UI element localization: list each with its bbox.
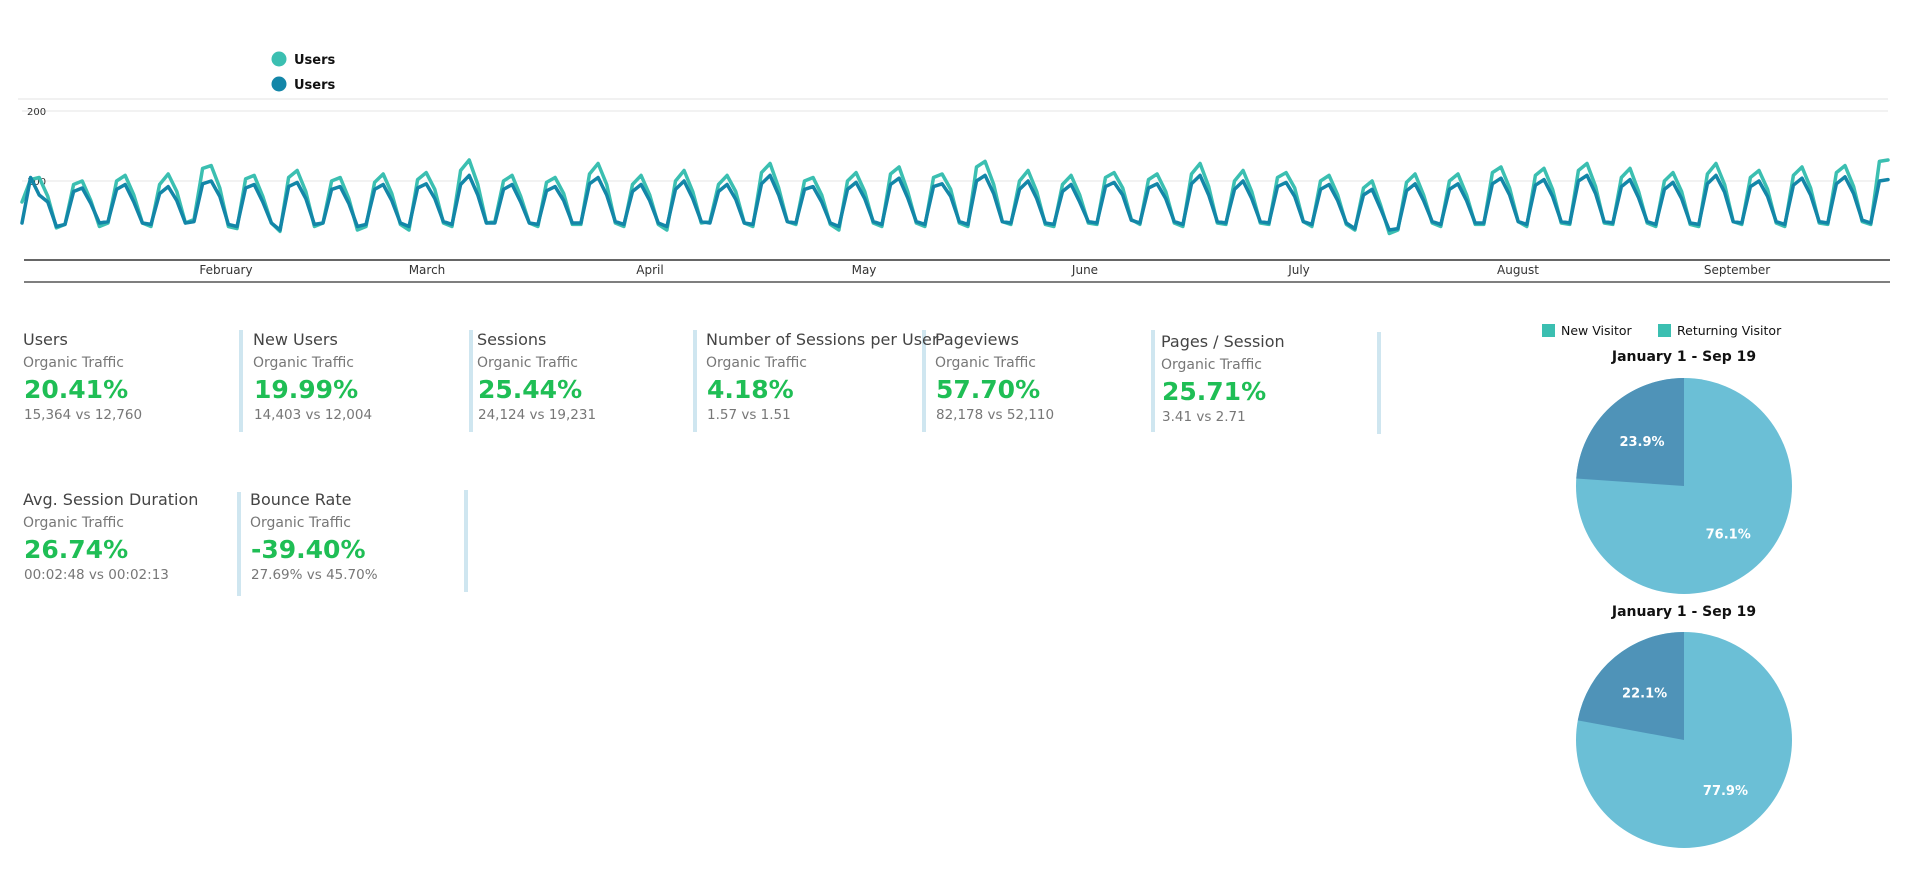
kpi-value: 4.18% xyxy=(707,375,794,404)
kpi-compare: 27.69% vs 45.70% xyxy=(251,567,378,583)
kpi-subtitle: Organic Traffic xyxy=(250,515,351,531)
pie-legend-item-returning-visitor[interactable]: Returning Visitor xyxy=(1658,323,1782,338)
kpi-sessions: Sessions Organic Traffic 25.44% 24,124 v… xyxy=(477,330,697,432)
kpi-title: Bounce Rate xyxy=(250,490,352,509)
kpi-users: Users Organic Traffic 20.41% 15,364 vs 1… xyxy=(23,330,243,432)
kpi-value: 20.41% xyxy=(24,375,129,404)
pie-2-title: January 1 - Sep 19 xyxy=(1611,604,1756,620)
kpi-divider xyxy=(237,492,241,596)
legend-label-users-previous: Users xyxy=(294,78,336,93)
kpi-title: Users xyxy=(23,330,68,349)
kpi-subtitle: Organic Traffic xyxy=(23,355,124,371)
legend-label-users-current: Users xyxy=(294,53,336,68)
kpi-subtitle: Organic Traffic xyxy=(23,515,124,531)
kpi-value: -39.40% xyxy=(251,535,366,564)
kpi-title: Pages / Session xyxy=(1161,332,1285,351)
legend-swatch-users-previous xyxy=(271,76,287,92)
kpi-bounce-rate: Bounce Rate Organic Traffic -39.40% 27.6… xyxy=(250,490,468,592)
y-tick-label: 100 xyxy=(27,177,46,188)
kpi-value: 57.70% xyxy=(936,375,1041,404)
line-series xyxy=(20,158,1890,236)
kpi-title: Sessions xyxy=(477,330,547,349)
line-chart-legend: Users Users xyxy=(271,51,336,94)
pie-chart-2: 77.9% 22.1% xyxy=(1576,632,1792,848)
kpi-value: 25.44% xyxy=(478,375,583,404)
pie-legend-label-new-visitor: New Visitor xyxy=(1561,323,1633,338)
pie-label-new-visitor: 77.9% xyxy=(1703,784,1748,799)
x-tick-label: July xyxy=(1287,263,1310,277)
kpi-sessions-per-user: Number of Sessions per User Organic Traf… xyxy=(706,330,939,432)
y-tick-labels: 200 100 xyxy=(27,107,46,188)
x-tick-label: June xyxy=(1071,263,1098,277)
kpi-compare: 14,403 vs 12,004 xyxy=(254,407,373,423)
pie-legend-item-new-visitor[interactable]: New Visitor xyxy=(1542,323,1633,338)
kpi-title: Pageviews xyxy=(935,330,1019,349)
kpi-compare: 15,364 vs 12,760 xyxy=(24,407,143,423)
kpi-value: 19.99% xyxy=(254,375,359,404)
kpi-title: Number of Sessions per User xyxy=(706,330,939,349)
kpi-subtitle: Organic Traffic xyxy=(477,355,578,371)
y-gridlines xyxy=(22,110,1888,182)
pie-legend-swatch-new-visitor xyxy=(1542,324,1555,337)
legend-swatch-users-current xyxy=(271,51,287,67)
kpi-subtitle: Organic Traffic xyxy=(1161,357,1262,373)
kpi-compare: 1.57 vs 1.51 xyxy=(707,407,791,423)
kpi-value: 25.71% xyxy=(1162,377,1267,406)
kpi-compare: 00:02:48 vs 00:02:13 xyxy=(24,567,169,583)
x-tick-label: February xyxy=(199,263,252,277)
kpi-subtitle: Organic Traffic xyxy=(706,355,807,371)
pie-label-returning-visitor: 23.9% xyxy=(1619,435,1664,450)
x-tick-label: September xyxy=(1704,263,1770,277)
legend-item-users-previous[interactable]: Users xyxy=(271,76,336,94)
x-tick-labels: February March April May June July August Septe… xyxy=(199,263,1770,277)
users-line-chart: Users Users 200 100 February March April May… xyxy=(18,51,1890,283)
kpi-pageviews: Pageviews Organic Traffic 57.70% 82,178 … xyxy=(935,330,1155,432)
kpi-subtitle: Organic Traffic xyxy=(253,355,354,371)
legend-item-users-current[interactable]: Users xyxy=(271,51,336,69)
pie-legend-swatch-returning-visitor xyxy=(1658,324,1671,337)
kpi-new-users: New Users Organic Traffic 19.99% 14,403 … xyxy=(253,330,473,432)
kpi-compare: 82,178 vs 52,110 xyxy=(936,407,1055,423)
x-tick-label: May xyxy=(852,263,877,277)
visitor-pie-charts: New Visitor Returning Visitor January 1 … xyxy=(1542,323,1792,848)
x-tick-label: August xyxy=(1497,263,1539,277)
x-tick-label: March xyxy=(409,263,446,277)
kpi-title: Avg. Session Duration xyxy=(23,490,199,509)
y-tick-label: 200 xyxy=(27,107,46,118)
kpi-title: New Users xyxy=(253,330,338,349)
kpi-avg-session-duration: Avg. Session Duration Organic Traffic 26… xyxy=(23,490,241,592)
pie-label-returning-visitor: 22.1% xyxy=(1622,687,1667,702)
kpi-pages-per-session: Pages / Session Organic Traffic 25.71% 3… xyxy=(1161,332,1381,434)
pie-label-new-visitor: 76.1% xyxy=(1706,527,1751,542)
kpi-value: 26.74% xyxy=(24,535,129,564)
pie-legend: New Visitor Returning Visitor xyxy=(1542,323,1782,338)
series-line-previous xyxy=(20,173,1890,232)
kpi-subtitle: Organic Traffic xyxy=(935,355,1036,371)
kpi-compare: 3.41 vs 2.71 xyxy=(1162,409,1246,425)
pie-legend-label-returning-visitor: Returning Visitor xyxy=(1677,323,1782,338)
kpi-compare: 24,124 vs 19,231 xyxy=(478,407,597,423)
pie-1-title: January 1 - Sep 19 xyxy=(1611,349,1756,365)
pie-chart-1: 76.1% 23.9% xyxy=(1576,378,1792,594)
pie-slice-returning-visitor[interactable] xyxy=(1576,378,1684,486)
pie-slice-returning-visitor[interactable] xyxy=(1577,632,1684,740)
x-tick-label: April xyxy=(636,263,663,277)
